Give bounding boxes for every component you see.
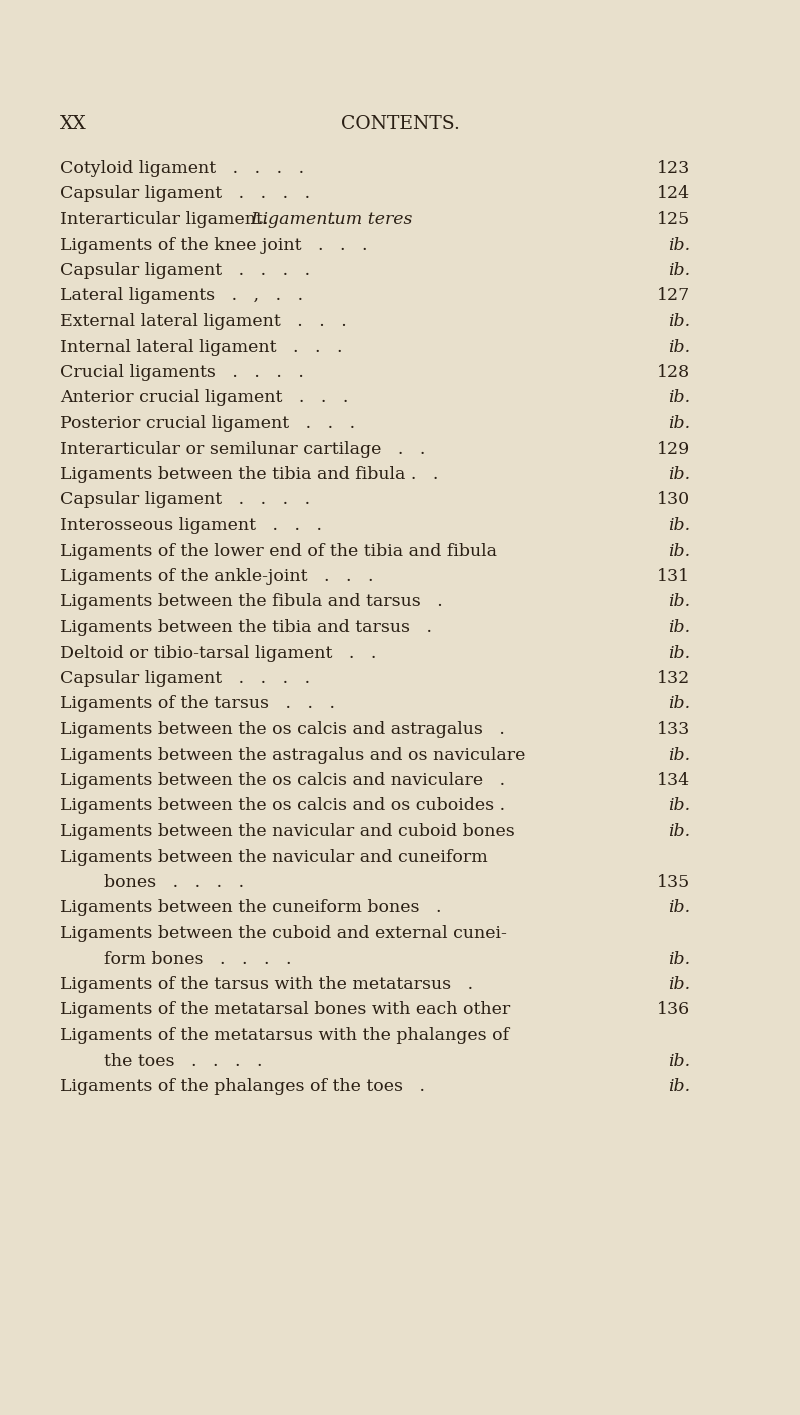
Text: ib.: ib. [668, 951, 690, 968]
Text: ib.: ib. [668, 466, 690, 483]
Text: ib.: ib. [668, 644, 690, 661]
Text: Ligaments between the navicular and cuneiform: Ligaments between the navicular and cune… [60, 849, 488, 866]
Text: ib.: ib. [668, 415, 690, 432]
Text: External lateral ligament   .   .   .: External lateral ligament . . . [60, 313, 346, 330]
Text: Ligaments of the lower end of the tibia and fibula: Ligaments of the lower end of the tibia … [60, 542, 497, 559]
Text: 131: 131 [657, 567, 690, 584]
Text: 134: 134 [657, 773, 690, 790]
Text: 128: 128 [657, 364, 690, 381]
Text: Ligaments of the phalanges of the toes   .: Ligaments of the phalanges of the toes . [60, 1078, 425, 1095]
Text: 125: 125 [657, 211, 690, 228]
Text: Lateral ligaments   .   ,   .   .: Lateral ligaments . , . . [60, 287, 303, 304]
Text: 133: 133 [657, 722, 690, 739]
Text: Ligaments of the metatarsus with the phalanges of: Ligaments of the metatarsus with the pha… [60, 1027, 509, 1044]
Text: Ligamentum teres: Ligamentum teres [240, 211, 412, 228]
Text: ib.: ib. [668, 824, 690, 841]
Text: 135: 135 [657, 874, 690, 891]
Text: ib.: ib. [668, 900, 690, 917]
Text: 130: 130 [657, 491, 690, 508]
Text: bones   .   .   .   .: bones . . . . [60, 874, 244, 891]
Text: Interarticular ligament.: Interarticular ligament. [60, 211, 268, 228]
Text: ib.: ib. [668, 1053, 690, 1070]
Text: Ligaments of the tarsus with the metatarsus   .: Ligaments of the tarsus with the metatar… [60, 976, 473, 993]
Text: Ligaments between the cuboid and external cunei-: Ligaments between the cuboid and externa… [60, 925, 507, 942]
Text: ib.: ib. [668, 542, 690, 559]
Text: ib.: ib. [668, 976, 690, 993]
Text: 127: 127 [657, 287, 690, 304]
Text: Ligaments between the tibia and fibula .   .: Ligaments between the tibia and fibula .… [60, 466, 438, 483]
Text: .: . [314, 211, 336, 228]
Text: Ligaments between the navicular and cuboid bones: Ligaments between the navicular and cubo… [60, 824, 514, 841]
Text: Capsular ligament   .   .   .   .: Capsular ligament . . . . [60, 669, 310, 688]
Text: Internal lateral ligament   .   .   .: Internal lateral ligament . . . [60, 338, 342, 355]
Text: Deltoid or tibio-tarsal ligament   .   .: Deltoid or tibio-tarsal ligament . . [60, 644, 376, 661]
Text: XX: XX [60, 115, 86, 133]
Text: ib.: ib. [668, 338, 690, 355]
Text: Crucial ligaments   .   .   .   .: Crucial ligaments . . . . [60, 364, 304, 381]
Text: 129: 129 [657, 440, 690, 457]
Text: Ligaments of the knee joint   .   .   .: Ligaments of the knee joint . . . [60, 236, 367, 253]
Text: ib.: ib. [668, 389, 690, 406]
Text: Interarticular or semilunar cartilage   .   .: Interarticular or semilunar cartilage . … [60, 440, 426, 457]
Text: CONTENTS.: CONTENTS. [341, 115, 459, 133]
Text: Ligaments of the ankle-joint   .   .   .: Ligaments of the ankle-joint . . . [60, 567, 374, 584]
Text: ib.: ib. [668, 696, 690, 713]
Text: ib.: ib. [668, 618, 690, 635]
Text: Ligaments between the cuneiform bones   .: Ligaments between the cuneiform bones . [60, 900, 442, 917]
Text: 132: 132 [657, 669, 690, 688]
Text: 136: 136 [657, 1002, 690, 1019]
Text: ib.: ib. [668, 593, 690, 610]
Text: Anterior crucial ligament   .   .   .: Anterior crucial ligament . . . [60, 389, 348, 406]
Text: ib.: ib. [668, 1078, 690, 1095]
Text: ib.: ib. [668, 798, 690, 815]
Text: Ligaments between the tibia and tarsus   .: Ligaments between the tibia and tarsus . [60, 618, 432, 635]
Text: Ligaments between the fibula and tarsus   .: Ligaments between the fibula and tarsus … [60, 593, 442, 610]
Text: Ligaments between the os calcis and naviculare   .: Ligaments between the os calcis and navi… [60, 773, 505, 790]
Text: Interosseous ligament   .   .   .: Interosseous ligament . . . [60, 516, 322, 533]
Text: ib.: ib. [668, 747, 690, 764]
Text: form bones   .   .   .   .: form bones . . . . [60, 951, 291, 968]
Text: Ligaments between the os calcis and astragalus   .: Ligaments between the os calcis and astr… [60, 722, 505, 739]
Text: Cotyloid ligament   .   .   .   .: Cotyloid ligament . . . . [60, 160, 304, 177]
Text: ib.: ib. [668, 313, 690, 330]
Text: the toes   .   .   .   .: the toes . . . . [60, 1053, 262, 1070]
Text: ib.: ib. [668, 236, 690, 253]
Text: Posterior crucial ligament   .   .   .: Posterior crucial ligament . . . [60, 415, 355, 432]
Text: Ligaments between the os calcis and os cuboides .: Ligaments between the os calcis and os c… [60, 798, 505, 815]
Text: Ligaments of the tarsus   .   .   .: Ligaments of the tarsus . . . [60, 696, 335, 713]
Text: Capsular ligament   .   .   .   .: Capsular ligament . . . . [60, 491, 310, 508]
Text: Capsular ligament   .   .   .   .: Capsular ligament . . . . [60, 185, 310, 202]
Text: Capsular ligament   .   .   .   .: Capsular ligament . . . . [60, 262, 310, 279]
Text: Ligaments of the metatarsal bones with each other: Ligaments of the metatarsal bones with e… [60, 1002, 510, 1019]
Text: 124: 124 [657, 185, 690, 202]
Text: 123: 123 [657, 160, 690, 177]
Text: ib.: ib. [668, 516, 690, 533]
Text: Ligaments between the astragalus and os naviculare: Ligaments between the astragalus and os … [60, 747, 526, 764]
Text: ib.: ib. [668, 262, 690, 279]
